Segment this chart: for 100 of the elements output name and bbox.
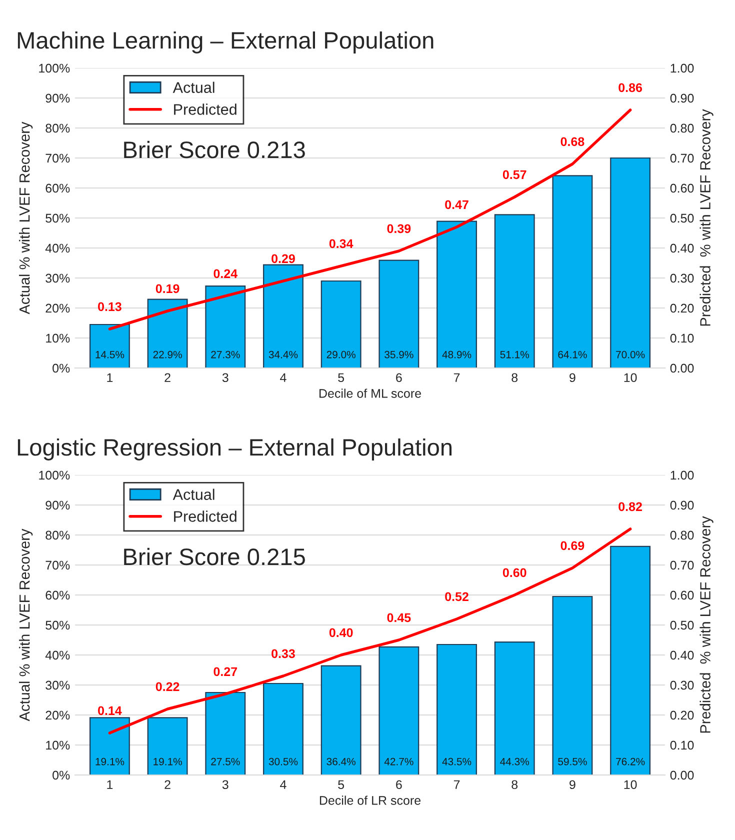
x-tick-label: 10 bbox=[624, 373, 637, 382]
y-tick-label: 30% bbox=[46, 274, 70, 283]
bar bbox=[378, 260, 420, 368]
data-label: 0.34 bbox=[329, 239, 354, 248]
y2-tick-label: 0.50 bbox=[670, 214, 694, 223]
x-tick-label: 10 bbox=[624, 780, 637, 790]
data-label: 0.14 bbox=[98, 706, 122, 716]
x-tick-label: 6 bbox=[396, 780, 402, 790]
data-label: 27.5% bbox=[211, 758, 240, 766]
y2-tick-label: 0.10 bbox=[670, 334, 694, 343]
data-label: 0.57 bbox=[502, 170, 526, 180]
y-axis-title: Actual % with LVEF Recovery bbox=[19, 528, 33, 722]
x-axis-title: Decile of LR score bbox=[320, 796, 421, 805]
data-label: 0.69 bbox=[560, 541, 584, 550]
annotation: Brier Score 0.213 bbox=[124, 140, 305, 158]
y-tick-label: 40% bbox=[45, 244, 70, 253]
data-label: 35.9% bbox=[384, 350, 414, 358]
x-tick-label: 2 bbox=[164, 373, 170, 382]
x-tick-label: 1 bbox=[107, 373, 113, 382]
y2-tick-label: 0.60 bbox=[670, 184, 694, 193]
data-label: 36.4% bbox=[326, 758, 356, 766]
data-label: 19.1% bbox=[96, 758, 124, 766]
y-tick-label: 50% bbox=[46, 214, 70, 223]
bar bbox=[494, 214, 535, 368]
y-tick-label: 0% bbox=[52, 770, 70, 780]
data-label: 0.47 bbox=[445, 200, 468, 210]
chart-title: Machine Learning – External Population bbox=[18, 31, 434, 54]
y2-tick-label: 0.60 bbox=[670, 590, 694, 600]
y-tick-label: 70% bbox=[46, 154, 70, 163]
y-tick-label: 20% bbox=[46, 304, 70, 313]
data-label: 51.1% bbox=[500, 350, 530, 358]
bar bbox=[263, 264, 304, 368]
y-tick-label: 100% bbox=[39, 470, 70, 480]
y2-tick-label: 0.40 bbox=[670, 650, 694, 660]
bar bbox=[378, 646, 420, 775]
y2-tick-label: 0.00 bbox=[670, 770, 694, 780]
y-tick-label: 80% bbox=[46, 530, 70, 540]
data-label: 42.7% bbox=[384, 758, 414, 766]
legend-label: Actual bbox=[172, 488, 214, 500]
y-tick-label: 30% bbox=[46, 680, 70, 690]
x-tick-label: 3 bbox=[222, 780, 228, 790]
legend-label: Actual bbox=[172, 82, 214, 93]
data-label: 14.5% bbox=[96, 350, 124, 358]
y-tick-label: 90% bbox=[46, 94, 70, 103]
bar bbox=[552, 175, 593, 368]
y-tick-label: 80% bbox=[46, 124, 70, 133]
chart-title: Logistic Regression – External Population bbox=[18, 438, 452, 460]
x-tick-label: 9 bbox=[570, 373, 576, 382]
data-label: 30.5% bbox=[268, 758, 298, 766]
data-label: 0.19 bbox=[156, 284, 180, 294]
data-label: 0.45 bbox=[387, 613, 411, 622]
bar bbox=[494, 642, 535, 775]
y2-tick-label: 0.10 bbox=[670, 740, 694, 750]
y2-tick-label: 0.20 bbox=[670, 710, 694, 720]
y2-axis-title: Predicted % with LVEF Recovery bbox=[700, 516, 714, 733]
data-label: 0.68 bbox=[560, 137, 584, 146]
x-tick-label: 2 bbox=[164, 780, 170, 789]
data-label: 0.52 bbox=[445, 592, 468, 602]
y2-tick-label: 0.90 bbox=[670, 94, 694, 103]
y2-tick-label: 1.00 bbox=[670, 470, 694, 480]
data-label: 22.9% bbox=[153, 350, 182, 358]
legend-label: Predicted bbox=[174, 510, 236, 522]
y2-tick-label: 0.30 bbox=[670, 680, 694, 690]
data-label: 64.1% bbox=[558, 350, 587, 358]
x-tick-label: 7 bbox=[454, 373, 460, 382]
y-tick-label: 70% bbox=[46, 560, 70, 570]
y-tick-label: 100% bbox=[39, 64, 70, 73]
y2-tick-label: 0.30 bbox=[670, 274, 694, 283]
bar bbox=[147, 717, 188, 775]
data-label: 0.22 bbox=[156, 682, 180, 692]
y-tick-label: 60% bbox=[46, 590, 70, 600]
data-label: 0.40 bbox=[329, 628, 353, 638]
y2-tick-label: 0.00 bbox=[670, 364, 694, 373]
x-tick-label: 8 bbox=[512, 373, 518, 382]
y-tick-label: 10% bbox=[46, 740, 70, 750]
y2-axis-title: Predicted % with LVEF Recovery bbox=[700, 109, 714, 326]
y2-tick-label: 0.40 bbox=[670, 244, 694, 253]
data-label: 76.2% bbox=[616, 758, 645, 766]
bar bbox=[436, 220, 477, 368]
data-label: 29.0% bbox=[326, 350, 356, 358]
y2-tick-label: 0.80 bbox=[670, 530, 694, 540]
x-tick-label: 3 bbox=[222, 373, 228, 382]
data-label: 0.24 bbox=[214, 269, 238, 278]
bar bbox=[436, 644, 477, 775]
y-tick-label: 60% bbox=[46, 184, 70, 193]
data-label: 0.60 bbox=[502, 568, 526, 578]
data-label: 0.29 bbox=[272, 254, 295, 264]
data-label: 48.9% bbox=[442, 350, 472, 358]
y-tick-label: 20% bbox=[46, 710, 70, 720]
bar bbox=[610, 157, 651, 368]
annotation: Brier Score 0.215 bbox=[124, 548, 305, 566]
x-tick-label: 5 bbox=[338, 780, 344, 790]
x-tick-label: 5 bbox=[338, 373, 344, 382]
x-tick-label: 7 bbox=[454, 780, 460, 789]
data-label: 0.33 bbox=[272, 649, 295, 658]
y2-tick-label: 0.90 bbox=[670, 500, 694, 510]
data-label: 0.39 bbox=[387, 224, 411, 234]
data-label: 27.3% bbox=[211, 350, 240, 358]
data-label: 70.0% bbox=[616, 350, 645, 358]
bar bbox=[320, 280, 362, 368]
